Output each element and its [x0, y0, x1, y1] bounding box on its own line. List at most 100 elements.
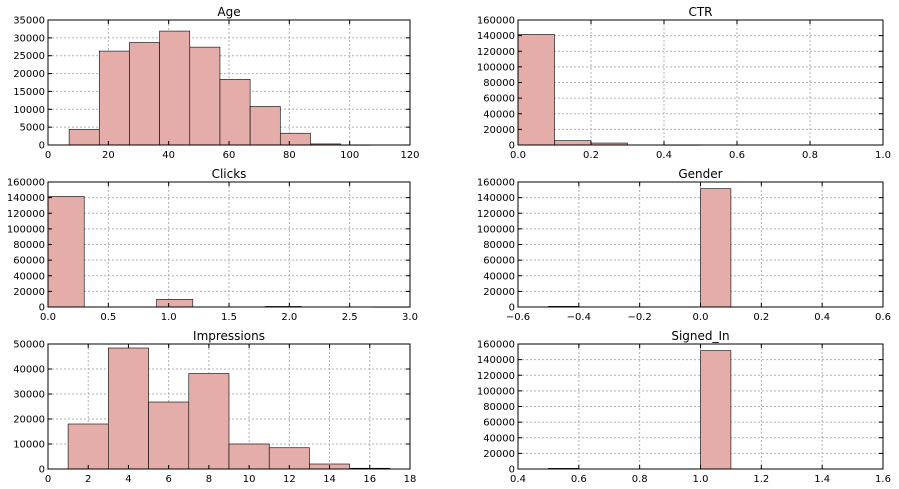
x-tick-label: 1.0 [875, 150, 891, 161]
x-tick-label: −0.2 [628, 312, 652, 323]
x-tick-label: 1.0 [693, 474, 709, 485]
y-tick-label: 0 [509, 141, 515, 152]
histogram-bar [517, 34, 555, 146]
x-tick-label: 1.5 [221, 312, 237, 323]
x-tick-label: −0.4 [567, 312, 591, 323]
x-tick-label: 100 [340, 150, 359, 161]
x-tick-label: 18 [404, 474, 417, 485]
histogram-bar [700, 350, 732, 470]
x-tick-label: 12 [283, 474, 296, 485]
y-tick-label: 140000 [477, 355, 515, 366]
x-tick-label: 4 [125, 474, 131, 485]
y-tick-label: 20000 [483, 287, 515, 298]
y-tick-label: 140000 [7, 193, 45, 204]
y-tick-label: 50000 [13, 340, 45, 351]
y-tick-label: 80000 [483, 240, 515, 251]
x-tick-label: 40 [162, 150, 175, 161]
y-tick-label: 160000 [7, 178, 45, 189]
y-tick-label: 40000 [483, 271, 515, 282]
x-tick-label: 0.2 [753, 312, 769, 323]
y-tick-label: 100000 [477, 62, 515, 73]
panel-impressions: 0 2 4 6 8 10 12 14 16 18 0 10000 20000 30000 40000 5000… [13, 329, 416, 485]
histogram-bar [159, 30, 191, 146]
histogram-bar [189, 46, 221, 146]
y-tick-label: 5000 [20, 123, 45, 134]
histogram-bar [279, 132, 311, 146]
panel-ctr: 0.0 0.2 0.4 0.6 0.8 1.0 0 20000 40000 60000 80000 1… [477, 5, 891, 161]
y-tick-label: 160000 [477, 340, 515, 351]
y-tick-label: 10000 [13, 105, 45, 116]
histogram-bar [68, 128, 100, 146]
y-tick-label: 0 [509, 465, 515, 476]
histogram-bar [554, 140, 592, 146]
x-tick-label: 1.6 [875, 474, 891, 485]
panel-gender: −0.6 −0.4 −0.2 0.0 0.2 0.4 0.6 0 20000 40000 60000… [477, 167, 891, 323]
x-tick-label: 6 [165, 474, 171, 485]
x-tick-label: 0.4 [814, 312, 830, 323]
y-tick-label: 60000 [483, 256, 515, 267]
panel-clicks: 0.0 0.5 1.0 1.5 2.0 2.5 3.0 0 20000 40000 60000 800… [7, 167, 418, 323]
x-tick-label: 10 [243, 474, 256, 485]
panel-title: Age [217, 5, 240, 19]
histogram-bar [67, 423, 109, 470]
panel-signed_in: 0.4 0.6 0.8 1.0 1.2 1.4 1.6 0 20000 40000 60000 800… [477, 329, 891, 485]
axes-background [518, 20, 883, 145]
y-tick-label: 20000 [13, 287, 45, 298]
y-tick-label: 15000 [13, 87, 45, 98]
panel-title: CTR [688, 5, 712, 19]
x-tick-label: 0.5 [100, 312, 116, 323]
y-tick-label: 0 [39, 465, 45, 476]
panel-title: Signed_In [671, 329, 729, 343]
y-tick-label: 60000 [483, 418, 515, 429]
histogram-bar [156, 299, 194, 308]
y-tick-label: 140000 [477, 193, 515, 204]
x-tick-label: 0.2 [583, 150, 599, 161]
x-tick-label: −0.6 [506, 312, 530, 323]
x-tick-label: 16 [363, 474, 376, 485]
y-tick-label: 100000 [477, 224, 515, 235]
y-tick-label: 40000 [13, 365, 45, 376]
x-tick-label: 20 [102, 150, 115, 161]
x-tick-label: 80 [283, 150, 296, 161]
y-tick-label: 120000 [477, 47, 515, 58]
y-tick-label: 25000 [13, 51, 45, 62]
histogram-bar [129, 42, 160, 146]
y-tick-label: 60000 [483, 94, 515, 105]
y-tick-label: 35000 [13, 16, 45, 27]
y-tick-label: 140000 [477, 31, 515, 42]
y-tick-label: 0 [39, 303, 45, 314]
y-tick-label: 60000 [13, 256, 45, 267]
x-tick-label: 2 [85, 474, 91, 485]
x-tick-label: 0.6 [875, 312, 891, 323]
y-tick-label: 0 [509, 303, 515, 314]
x-tick-label: 1.4 [814, 474, 830, 485]
x-tick-label: 3.0 [402, 312, 418, 323]
x-tick-label: 0.8 [632, 474, 648, 485]
histogram-bar [249, 106, 281, 146]
y-tick-label: 120000 [477, 209, 515, 220]
y-tick-label: 0 [39, 141, 45, 152]
histogram-bar [47, 196, 85, 308]
x-tick-label: 0 [45, 150, 51, 161]
panel-title: Gender [678, 167, 722, 181]
y-tick-label: 20000 [13, 415, 45, 426]
y-tick-label: 80000 [483, 402, 515, 413]
y-tick-label: 20000 [483, 449, 515, 460]
y-tick-label: 30000 [13, 33, 45, 44]
axes-frame [47, 343, 411, 470]
x-tick-label: 0.6 [729, 150, 745, 161]
y-tick-label: 20000 [13, 69, 45, 80]
y-tick-label: 160000 [477, 16, 515, 27]
histogram-bar [98, 50, 130, 146]
x-tick-label: 0.0 [40, 312, 56, 323]
y-tick-label: 80000 [13, 240, 45, 251]
y-tick-label: 40000 [483, 433, 515, 444]
x-tick-label: 0.4 [656, 150, 672, 161]
x-tick-label: 1.2 [753, 474, 769, 485]
x-tick-label: 0.6 [571, 474, 587, 485]
x-tick-label: 0.0 [693, 312, 709, 323]
y-tick-label: 10000 [13, 440, 45, 451]
histogram-bar [148, 401, 190, 470]
panel-title: Clicks [212, 167, 247, 181]
